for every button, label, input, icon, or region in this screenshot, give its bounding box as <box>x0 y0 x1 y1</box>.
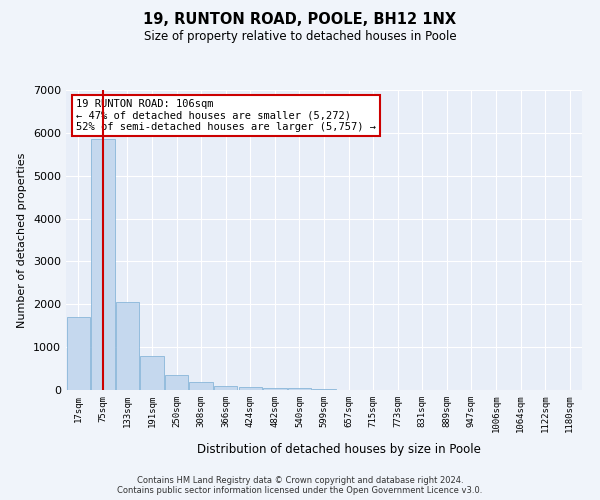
Bar <box>91 140 115 390</box>
Text: Distribution of detached houses by size in Poole: Distribution of detached houses by size … <box>197 442 481 456</box>
Text: Contains HM Land Registry data © Crown copyright and database right 2024.
Contai: Contains HM Land Registry data © Crown c… <box>118 476 482 495</box>
Text: 19 RUNTON ROAD: 106sqm
← 47% of detached houses are smaller (5,272)
52% of semi-: 19 RUNTON ROAD: 106sqm ← 47% of detached… <box>76 99 376 132</box>
Bar <box>67 317 90 390</box>
Bar <box>239 387 262 390</box>
Bar <box>214 386 238 390</box>
Bar <box>313 388 335 390</box>
Bar <box>165 375 188 390</box>
Y-axis label: Number of detached properties: Number of detached properties <box>17 152 28 328</box>
Text: Size of property relative to detached houses in Poole: Size of property relative to detached ho… <box>143 30 457 43</box>
Text: 19, RUNTON ROAD, POOLE, BH12 1NX: 19, RUNTON ROAD, POOLE, BH12 1NX <box>143 12 457 28</box>
Bar <box>116 302 139 390</box>
Bar <box>190 382 213 390</box>
Bar <box>263 388 287 390</box>
Bar <box>140 356 164 390</box>
Bar <box>288 388 311 390</box>
